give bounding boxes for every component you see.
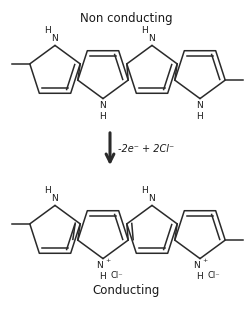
Text: Cl⁻: Cl⁻ <box>207 271 220 280</box>
Text: N: N <box>148 194 155 203</box>
Text: N: N <box>96 261 103 270</box>
Text: N: N <box>148 35 155 44</box>
Text: N: N <box>193 261 200 270</box>
Text: H: H <box>44 26 51 35</box>
Text: Conducting: Conducting <box>92 284 159 297</box>
Text: N: N <box>51 194 58 203</box>
Text: -2e⁻ + 2Cl⁻: -2e⁻ + 2Cl⁻ <box>117 144 173 154</box>
Text: H: H <box>141 26 148 35</box>
Text: H: H <box>196 112 203 121</box>
Text: Non conducting: Non conducting <box>79 12 172 25</box>
Text: N: N <box>196 100 203 109</box>
Text: +: + <box>105 258 110 262</box>
Text: H: H <box>141 186 148 195</box>
Text: H: H <box>196 272 203 281</box>
Text: H: H <box>44 186 51 195</box>
Text: N: N <box>99 100 106 109</box>
Text: Cl⁻: Cl⁻ <box>111 271 123 280</box>
Text: H: H <box>99 272 106 281</box>
Text: H: H <box>99 112 106 121</box>
Text: +: + <box>202 258 207 262</box>
Text: N: N <box>51 35 58 44</box>
